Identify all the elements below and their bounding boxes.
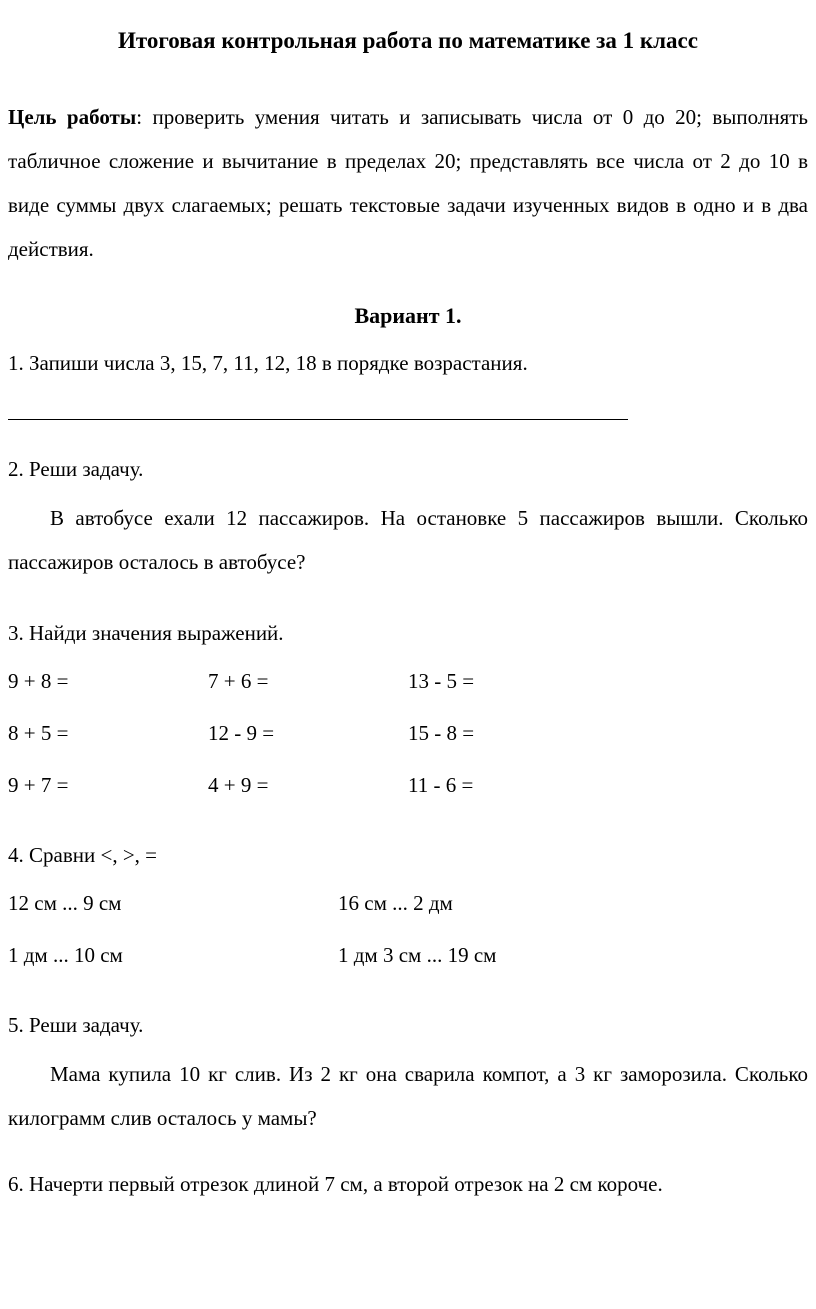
expr-cell: 13 - 5 =: [408, 660, 608, 702]
goal-label: Цель работы: [8, 105, 136, 129]
task-2-body: В автобусе ехали 12 пассажиров. На остан…: [8, 496, 808, 584]
expr-cell: 9 + 7 =: [8, 764, 208, 806]
task-4-prompt: 4. Сравни <, >, =: [8, 834, 808, 876]
answer-blank-line: [8, 392, 628, 420]
task-3-prompt: 3. Найди значения выражений.: [8, 612, 808, 654]
task-5: 5. Реши задачу. Мама купила 10 кг слив. …: [8, 1004, 808, 1140]
expression-grid: 9 + 8 = 7 + 6 = 13 - 5 = 8 + 5 = 12 - 9 …: [8, 660, 808, 806]
task-2-prompt: 2. Реши задачу.: [8, 448, 808, 490]
goal-paragraph: Цель работы: проверить умения читать и з…: [8, 95, 808, 271]
expr-cell: 4 + 9 =: [208, 764, 408, 806]
compare-cell: 1 дм 3 см ... 19 см: [338, 934, 668, 976]
compare-grid: 12 см ... 9 см 16 см ... 2 дм 1 дм ... 1…: [8, 882, 808, 976]
task-5-prompt: 5. Реши задачу.: [8, 1004, 808, 1046]
variant-heading: Вариант 1.: [8, 299, 808, 332]
compare-cell: 12 см ... 9 см: [8, 882, 338, 924]
compare-cell: 16 см ... 2 дм: [338, 882, 668, 924]
expr-cell: 7 + 6 =: [208, 660, 408, 702]
task-1: 1. Запиши числа 3, 15, 7, 11, 12, 18 в п…: [8, 342, 808, 420]
expr-cell: 12 - 9 =: [208, 712, 408, 754]
task-1-prompt: 1. Запиши числа 3, 15, 7, 11, 12, 18 в п…: [8, 342, 808, 384]
expr-cell: 11 - 6 =: [408, 764, 608, 806]
expr-cell: 8 + 5 =: [8, 712, 208, 754]
task-4: 4. Сравни <, >, = 12 см ... 9 см 16 см .…: [8, 834, 808, 976]
compare-cell: 1 дм ... 10 см: [8, 934, 338, 976]
document-title: Итоговая контрольная работа по математик…: [8, 24, 808, 59]
expr-cell: 15 - 8 =: [408, 712, 608, 754]
task-2: 2. Реши задачу. В автобусе ехали 12 пасс…: [8, 448, 808, 584]
task-6-prompt: 6. Начерти первый отрезок длиной 7 см, а…: [8, 1168, 808, 1202]
expr-cell: 9 + 8 =: [8, 660, 208, 702]
task-5-body: Мама купила 10 кг слив. Из 2 кг она свар…: [8, 1052, 808, 1140]
task-6: 6. Начерти первый отрезок длиной 7 см, а…: [8, 1168, 808, 1202]
task-3: 3. Найди значения выражений. 9 + 8 = 7 +…: [8, 612, 808, 806]
